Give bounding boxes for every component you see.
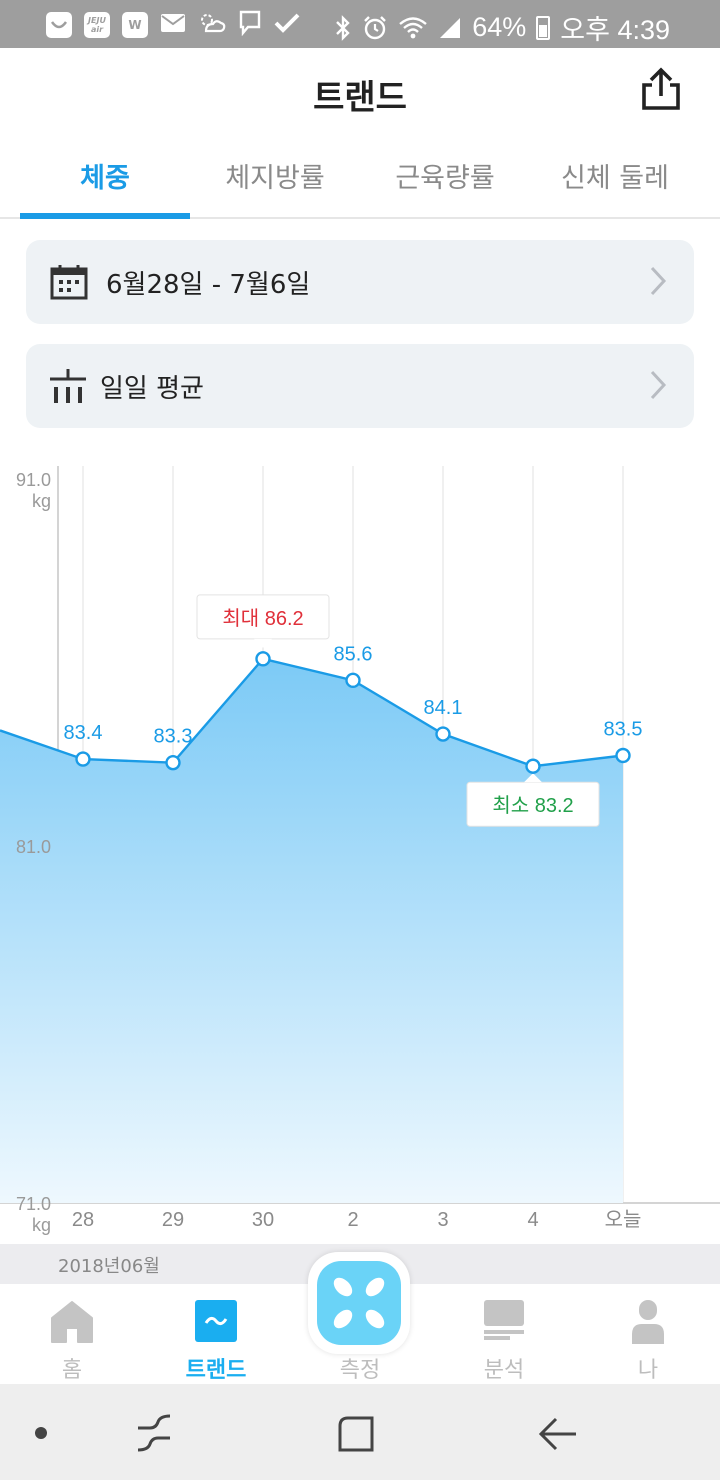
data-label: 83.3 <box>154 726 193 748</box>
nav-analysis-label: 분석 <box>483 1358 525 1383</box>
nav-analysis[interactable]: 분석 <box>432 1284 576 1384</box>
data-label: 85.6 <box>334 643 373 665</box>
alarm-icon <box>364 15 387 39</box>
report-icon <box>484 1300 524 1340</box>
smile-icon <box>46 12 72 38</box>
min-callout-pointer <box>524 773 542 783</box>
share-icon <box>642 67 680 110</box>
home-button-icon[interactable] <box>338 1416 374 1452</box>
notification-icons: JEJU air W <box>46 10 300 40</box>
tab-body-measurements[interactable]: 신체 둘레 <box>561 163 669 194</box>
x-tick-label: 3 <box>437 1209 448 1231</box>
clock: 오후 4:39 <box>560 15 670 45</box>
data-point <box>435 726 451 742</box>
data-point <box>525 758 541 774</box>
person-icon <box>632 1300 664 1344</box>
nav-trend[interactable]: 트랜드 <box>144 1284 288 1384</box>
weather-icon <box>198 11 226 39</box>
chevron-right-icon <box>650 266 667 296</box>
wifi-icon <box>399 16 427 38</box>
tab-muscle-mass[interactable]: 근육량률 <box>395 163 495 194</box>
home-icon <box>51 1301 93 1343</box>
metric-tabs: 체중 체지방률 근육량률 신체 둘레 <box>0 134 720 219</box>
max-callout: 최대 86.2 <box>196 594 330 648</box>
status-bar: JEJU air W 64% 오후 4:39 <box>0 0 720 48</box>
nav-measure-label: 측정 <box>339 1358 381 1383</box>
jeju-air-logo-top: JEJU <box>88 16 106 25</box>
scale-icon <box>317 1261 401 1345</box>
chevron-right-icon <box>650 370 667 400</box>
data-point <box>75 751 91 767</box>
bluetooth-icon <box>336 14 350 41</box>
weight-trend-chart: 최대 86.2 최소 83.2 83.4 83.3 85.6 84.1 83.5 91.0… <box>0 466 720 1235</box>
recent-apps-icon[interactable] <box>134 1414 174 1452</box>
measure-button[interactable] <box>308 1252 410 1354</box>
y-tick-unit: kg <box>32 1215 51 1235</box>
page-title: 트랜드 <box>313 78 407 118</box>
y-tick-label: 81.0 <box>16 837 51 857</box>
date-range-selector[interactable]: 6월28일 - 7월6일 <box>26 240 694 324</box>
min-callout-label: 최소 83.2 <box>492 794 573 817</box>
nav-me-label: 나 <box>637 1358 659 1383</box>
tab-body-fat[interactable]: 체지방률 <box>225 163 325 194</box>
y-tick-label: 71.0 <box>16 1194 51 1214</box>
data-label: 83.4 <box>64 722 103 744</box>
battery-percent: 64% <box>472 12 527 42</box>
trend-icon <box>195 1300 237 1342</box>
share-button[interactable] <box>640 66 682 112</box>
dot-icon[interactable] <box>34 1426 48 1440</box>
check-icon <box>274 12 300 38</box>
data-point <box>165 754 181 771</box>
back-icon[interactable] <box>538 1416 578 1452</box>
y-tick-unit: kg <box>32 491 51 511</box>
x-tick-label: 28 <box>72 1209 94 1231</box>
system-status: 64% 오후 4:39 <box>334 8 670 47</box>
nav-home-label: 홈 <box>61 1358 83 1383</box>
x-tick-label: 2 <box>347 1209 358 1231</box>
data-label: 84.1 <box>424 697 463 719</box>
month-label: 2018년06월 <box>58 1256 160 1277</box>
data-point <box>345 672 361 689</box>
data-point <box>615 747 631 764</box>
nav-trend-label: 트랜드 <box>185 1358 247 1383</box>
calendar-icon <box>50 265 88 300</box>
nav-home[interactable]: 홈 <box>0 1284 144 1384</box>
aggregation-label: 일일 평균 <box>100 373 204 404</box>
x-tick-label: 30 <box>252 1209 274 1231</box>
system-navigation-bar <box>0 1384 720 1480</box>
x-tick-label: 29 <box>162 1209 184 1231</box>
mail-icon <box>160 12 186 38</box>
min-callout: 최소 83.2 <box>466 773 600 827</box>
aggregation-selector[interactable]: 일일 평균 <box>26 344 694 428</box>
w-icon: W <box>122 12 148 38</box>
max-callout-pointer <box>254 638 272 648</box>
max-callout-label: 최대 86.2 <box>222 607 303 630</box>
nav-me[interactable]: 나 <box>576 1284 720 1384</box>
x-tick-label: 4 <box>527 1209 538 1231</box>
y-tick-label: 91.0 <box>16 470 51 490</box>
data-label: 83.5 <box>604 719 643 741</box>
tab-weight[interactable]: 체중 <box>20 134 190 219</box>
weight-line <box>0 657 624 768</box>
app-header: 트랜드 <box>0 48 720 134</box>
date-range-label: 6월28일 - 7월6일 <box>106 269 311 300</box>
nav-measure[interactable]: 측정 <box>288 1284 432 1384</box>
data-point <box>255 651 271 667</box>
battery-icon <box>536 15 551 40</box>
signal-icon <box>440 17 461 38</box>
daily-average-icon <box>50 369 86 403</box>
x-tick-label: 오늘 <box>605 1208 642 1231</box>
chat-icon <box>238 10 262 40</box>
jeju-air-logo-bottom: air <box>90 25 104 34</box>
jeju-air-icon: JEJU air <box>84 12 110 38</box>
